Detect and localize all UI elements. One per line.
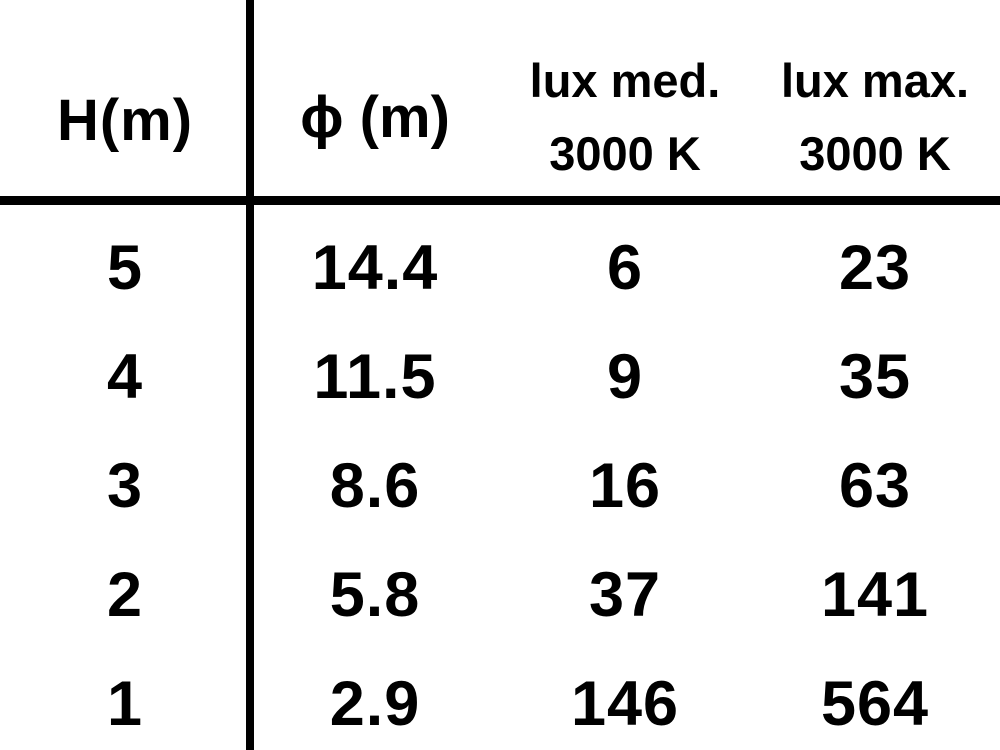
cell-height: 3 <box>106 450 144 521</box>
cell-lux-max: 63 <box>838 450 912 521</box>
column-header-diameter-label: ϕ (m) <box>300 85 450 150</box>
cell-lux-med: 37 <box>588 559 662 630</box>
column-header-lux-med-sublabel: 3000 K <box>549 126 701 180</box>
column-header-lux-max-label: lux max. <box>780 53 970 107</box>
cell-lux-med: 6 <box>606 232 644 303</box>
header-divider <box>0 196 1000 205</box>
cell-diameter: 5.8 <box>329 559 421 630</box>
column-header-lux-max-sublabel: 3000 K <box>799 126 951 180</box>
cell-diameter: 8.6 <box>329 450 421 521</box>
cell-height: 5 <box>106 232 144 303</box>
cell-lux-max: 141 <box>820 559 930 630</box>
column-header-lux-med-label: lux med. <box>529 53 721 107</box>
cell-diameter: 14.4 <box>311 232 439 303</box>
cell-diameter: 2.9 <box>329 668 421 739</box>
cell-lux-med: 146 <box>570 668 680 739</box>
cell-lux-max: 35 <box>838 341 912 412</box>
cell-height: 1 <box>106 668 144 739</box>
cell-lux-max: 23 <box>838 232 912 303</box>
cell-lux-med: 16 <box>588 450 662 521</box>
column-header-lux-med: lux med. 3000 K <box>500 0 750 205</box>
column-header-height: H(m) <box>0 0 250 205</box>
vertical-divider <box>246 0 254 750</box>
cell-height: 4 <box>106 341 144 412</box>
cell-lux-max: 564 <box>820 668 930 739</box>
column-header-height-label: H(m) <box>56 88 194 153</box>
cell-diameter: 11.5 <box>313 341 437 412</box>
column-header-lux-max: lux max. 3000 K <box>750 0 1000 205</box>
cell-height: 2 <box>106 559 144 630</box>
cell-lux-med: 9 <box>606 341 644 412</box>
column-header-diameter: ϕ (m) <box>250 0 500 205</box>
